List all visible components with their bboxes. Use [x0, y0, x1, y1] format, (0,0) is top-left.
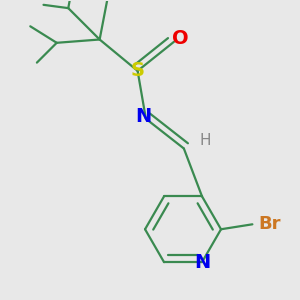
Text: H: H	[200, 133, 211, 148]
Text: N: N	[135, 106, 152, 126]
Text: N: N	[194, 253, 210, 272]
Text: Br: Br	[258, 215, 281, 233]
Text: O: O	[172, 29, 188, 48]
Text: S: S	[130, 61, 145, 80]
